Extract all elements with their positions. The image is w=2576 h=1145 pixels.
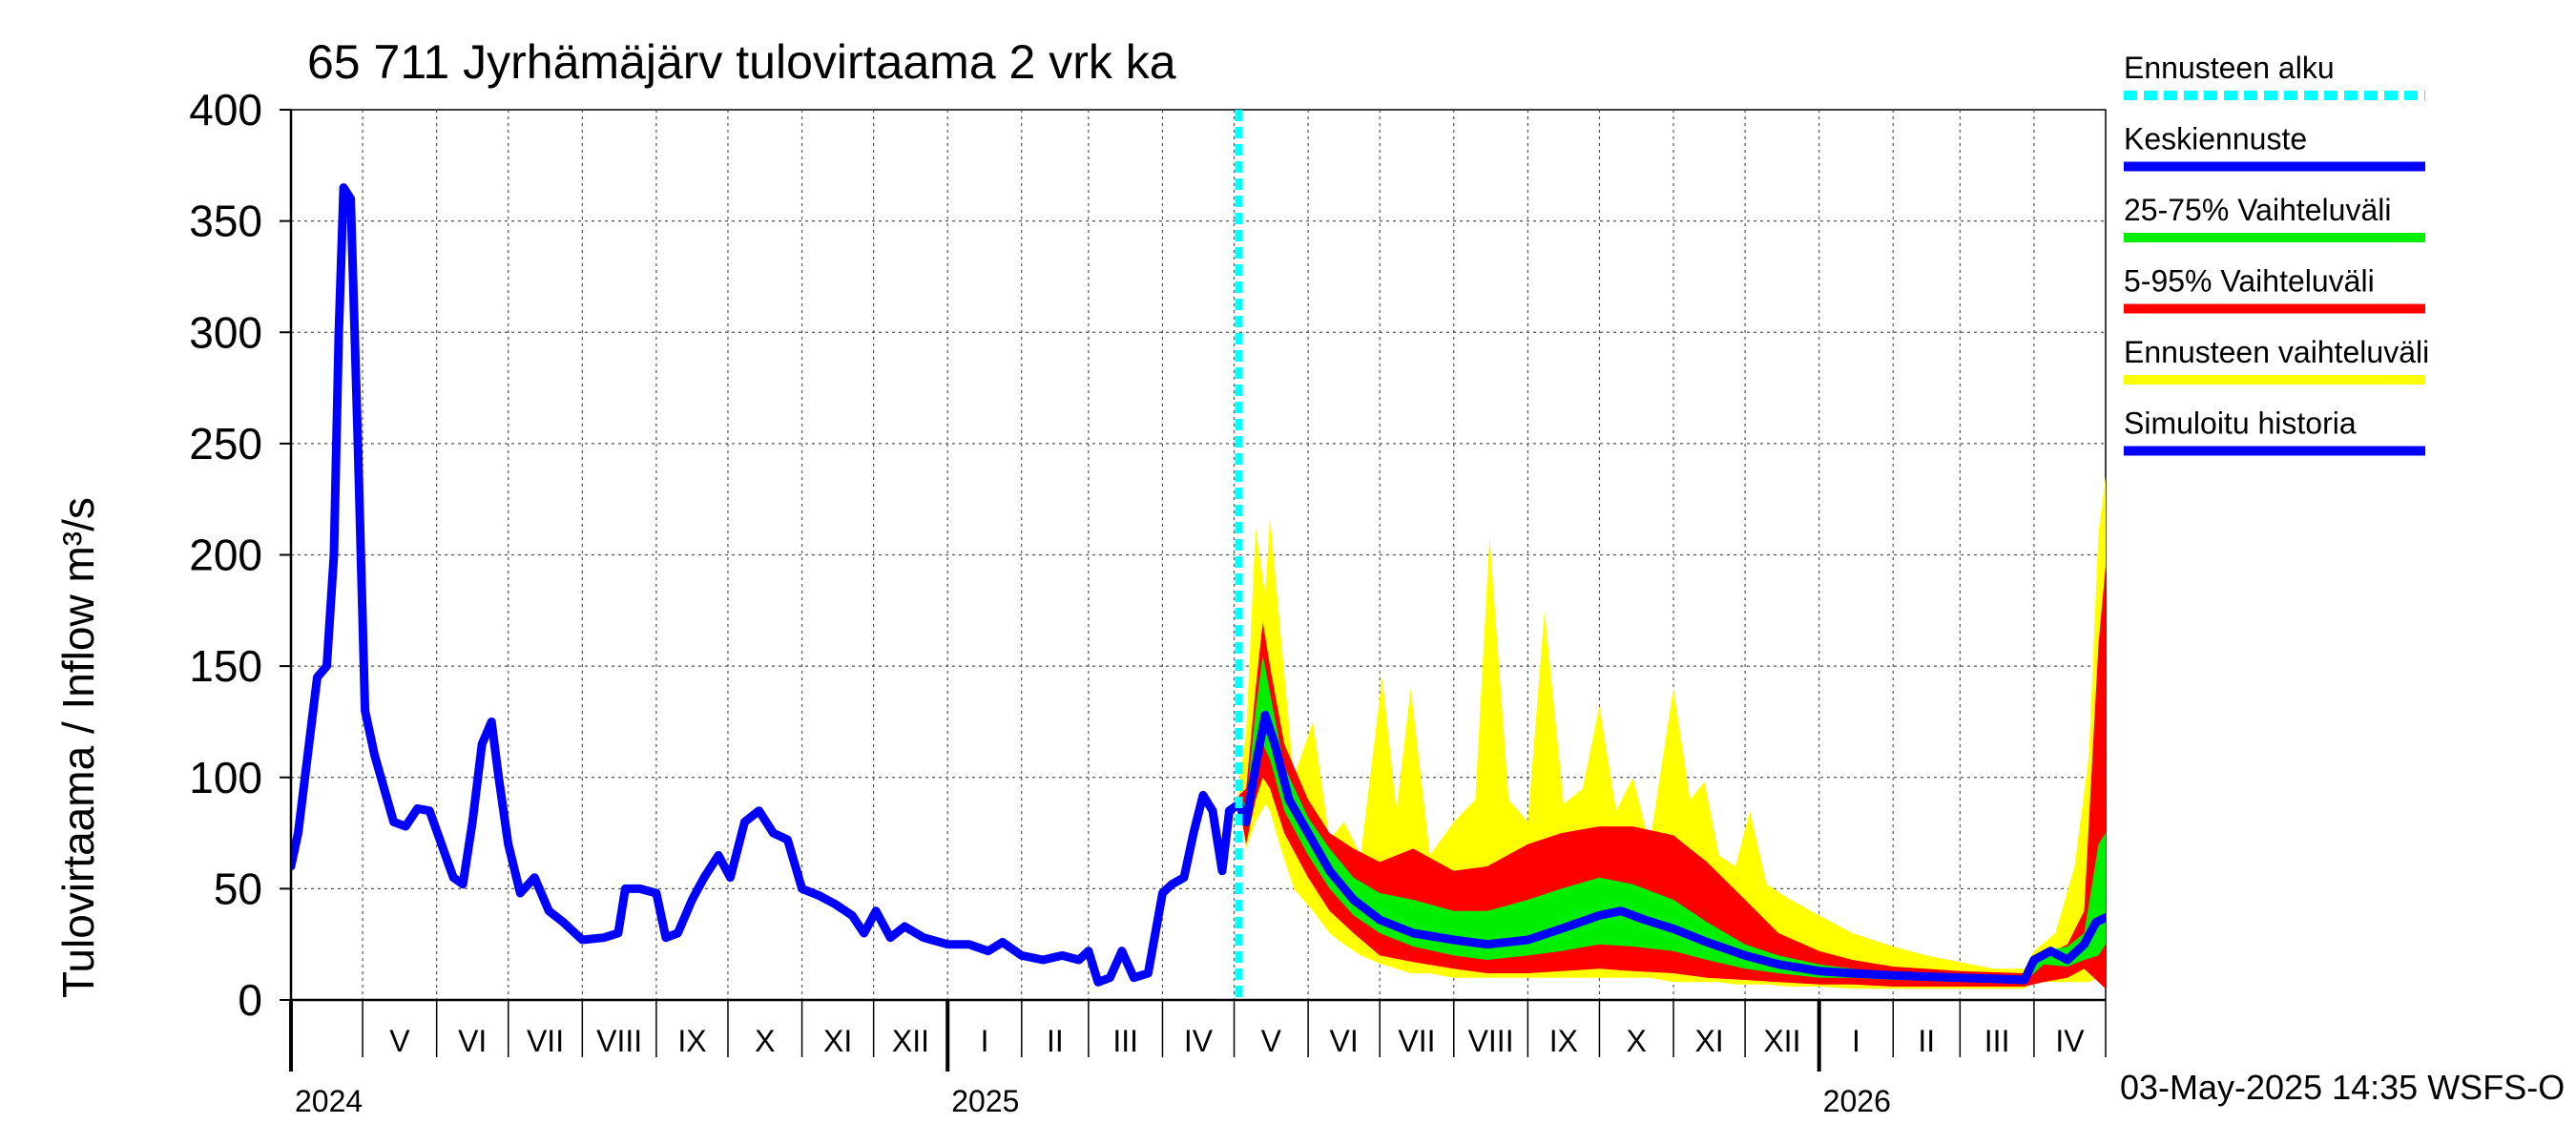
x-month-label: IX (1549, 1024, 1578, 1058)
x-month-label: VIII (596, 1024, 642, 1058)
x-month-label: III (1984, 1024, 2010, 1058)
y-axis-label: Tulovirtaama / Inflow m³/s (53, 497, 103, 998)
plot-area (291, 109, 2107, 1000)
legend-label: Ennusteen vaihteluväli (2124, 335, 2429, 369)
band-25-75-vaihteluv-li (1238, 655, 2106, 983)
x-month-label: XI (1694, 1024, 1723, 1058)
x-month-label: XI (823, 1024, 852, 1058)
x-month-label: V (1261, 1024, 1282, 1058)
plot-frame (291, 109, 2107, 1000)
legend: Ennusteen alku Keskiennuste 25-75% Vaihtel… (2124, 51, 2429, 456)
x-month-label: IV (2055, 1024, 2085, 1058)
x-year-label: 2024 (295, 1084, 363, 1118)
y-axis: 0 50 100 150 200 250 300 350 400 (189, 85, 293, 1025)
x-month-label: X (1627, 1024, 1647, 1058)
x-month-label: X (755, 1024, 775, 1058)
y-tick-label: 350 (189, 197, 262, 246)
series-keskiennuste (1235, 710, 2106, 985)
data-layer (291, 183, 2106, 989)
chart-title: 65 711 Jyrhämäjärv tulovirtaama 2 vrk ka (307, 35, 1176, 89)
x-year-label: 2026 (1823, 1084, 1891, 1118)
x-axis: V VI VII VIII IX X XI XII I II III IV V VI VII VIII IX X X… (289, 998, 2107, 1118)
legend-label: Ennusteen alku (2124, 51, 2335, 85)
x-month-label: VI (458, 1024, 487, 1058)
x-month-label: III (1112, 1024, 1138, 1058)
x-month-label: I (981, 1024, 989, 1058)
x-month-label: V (389, 1024, 410, 1058)
band-5-95-vaihteluv-li (1238, 566, 2106, 989)
timestamp-footer: 03-May-2025 14:35 WSFS-O (2120, 1068, 2565, 1107)
y-tick-label: 50 (214, 864, 262, 913)
y-tick-label: 250 (189, 419, 262, 468)
series-simuloitu-historia (291, 183, 1243, 987)
x-year-label: 2025 (951, 1084, 1019, 1118)
x-month-label: IV (1184, 1024, 1214, 1058)
x-month-label: I (1852, 1024, 1860, 1058)
x-month-label: XII (1763, 1024, 1800, 1058)
band-ennusteen-vaihteluv-li (1238, 476, 2106, 989)
y-tick-label: 150 (189, 641, 262, 691)
legend-label: 25-75% Vaihteluväli (2124, 193, 2391, 227)
legend-label: Simuloitu historia (2124, 406, 2357, 441)
x-month-label: VII (1398, 1024, 1435, 1058)
x-month-label: II (1047, 1024, 1064, 1058)
legend-label: 5-95% Vaihteluväli (2124, 264, 2375, 299)
x-month-label: IX (677, 1024, 706, 1058)
y-tick-label: 100 (189, 753, 262, 802)
y-tick-label: 0 (238, 975, 262, 1025)
x-month-label: VIII (1468, 1024, 1514, 1058)
x-month-label: II (1918, 1024, 1935, 1058)
y-tick-label: 300 (189, 307, 262, 357)
y-tick-label: 400 (189, 85, 262, 135)
x-month-label: VI (1330, 1024, 1359, 1058)
legend-label: Keskiennuste (2124, 122, 2307, 156)
x-month-label: VII (527, 1024, 564, 1058)
x-month-label: XII (892, 1024, 929, 1058)
y-tick-label: 200 (189, 531, 262, 580)
